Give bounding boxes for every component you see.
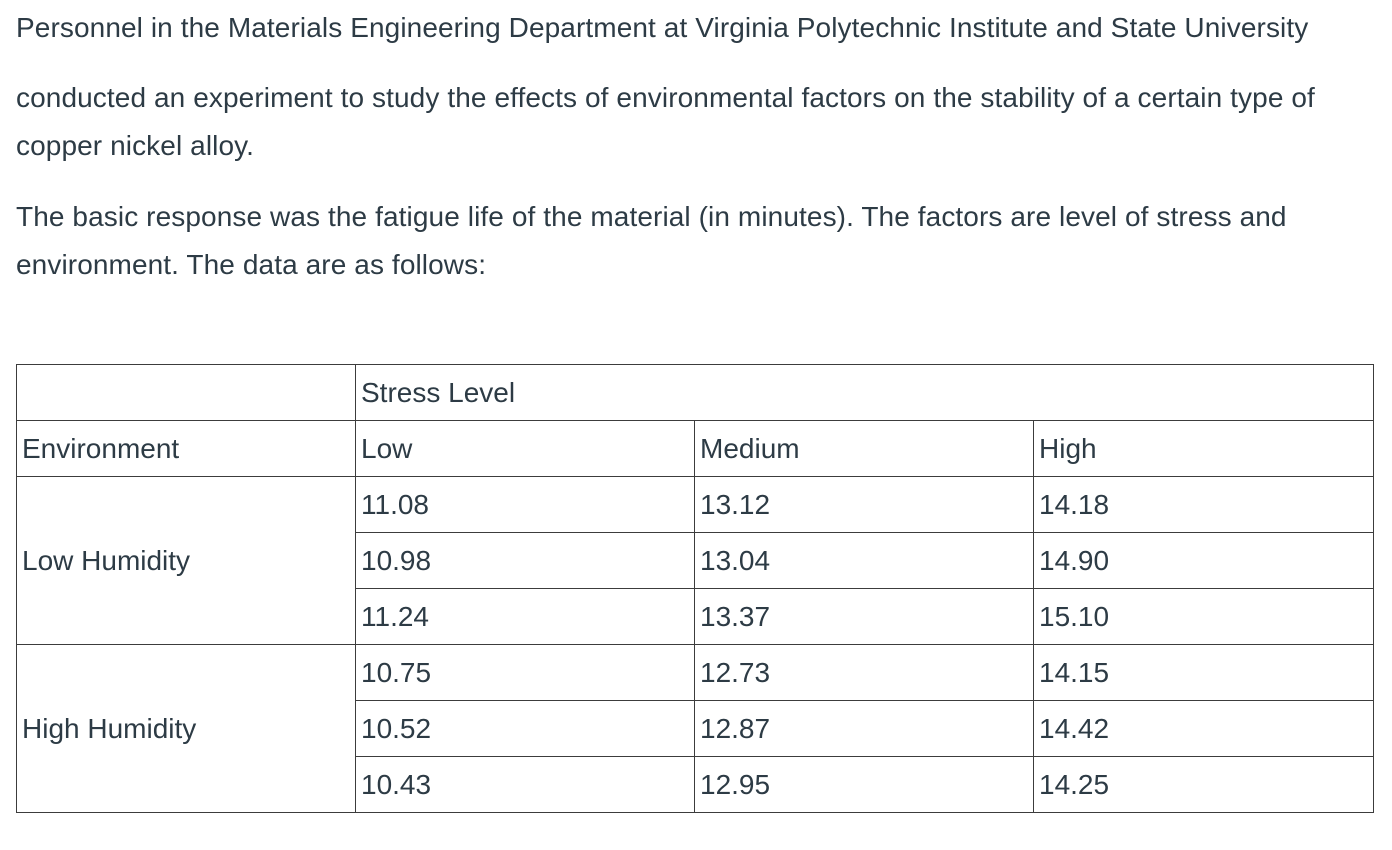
column-header-high: High [1033,420,1374,477]
table-cell: 10.75 [355,644,695,701]
environment-header: Environment [16,420,356,477]
table-cell: 14.90 [1033,532,1374,589]
table-row: 10.43 12.95 14.25 [17,756,1374,813]
table-super-header-row: Stress Level [16,364,1374,421]
table-cell: 13.12 [694,476,1034,533]
table-cell: 10.52 [355,700,695,757]
intro-paragraph-1: Personnel in the Materials Engineering D… [16,12,1309,43]
intro-paragraph-2: conducted an experiment to study the eff… [16,82,1315,161]
table-cell: 12.95 [694,756,1034,813]
table-cell: 14.15 [1033,644,1374,701]
column-header-medium: Medium [694,420,1034,477]
environment-label-high-humidity: High Humidity [16,644,356,813]
table-row: 10.98 13.04 14.90 [17,532,1374,589]
table-cell: 11.24 [355,588,695,645]
table-cell: 14.42 [1033,700,1374,757]
environment-label-low-humidity: Low Humidity [16,476,356,645]
column-header-low: Low [355,420,695,477]
table-cell: 11.08 [355,476,695,533]
table-cell: 14.25 [1033,756,1374,813]
table-cell: 10.43 [355,756,695,813]
table-cell: 13.04 [694,532,1034,589]
table-cell: 12.73 [694,644,1034,701]
fatigue-life-table: Stress Level Environment Low Medium High… [16,364,1374,813]
table-cell: 15.10 [1033,588,1374,645]
table-cell: 13.37 [694,588,1034,645]
table-row: Low Humidity 11.08 13.12 14.18 [16,476,1374,645]
problem-text: Personnel in the Materials Engineering D… [16,0,1376,289]
stress-level-header: Stress Level [355,364,1374,421]
table-cell: 10.98 [355,532,695,589]
table-header-row: Environment Low Medium High [16,420,1374,477]
intro-paragraph-3: The basic response was the fatigue life … [16,201,1287,280]
empty-corner-cell [16,364,356,421]
table-cell: 14.18 [1033,476,1374,533]
table-row: High Humidity 10.75 12.73 14.15 [16,644,1374,813]
table-cell: 12.87 [694,700,1034,757]
